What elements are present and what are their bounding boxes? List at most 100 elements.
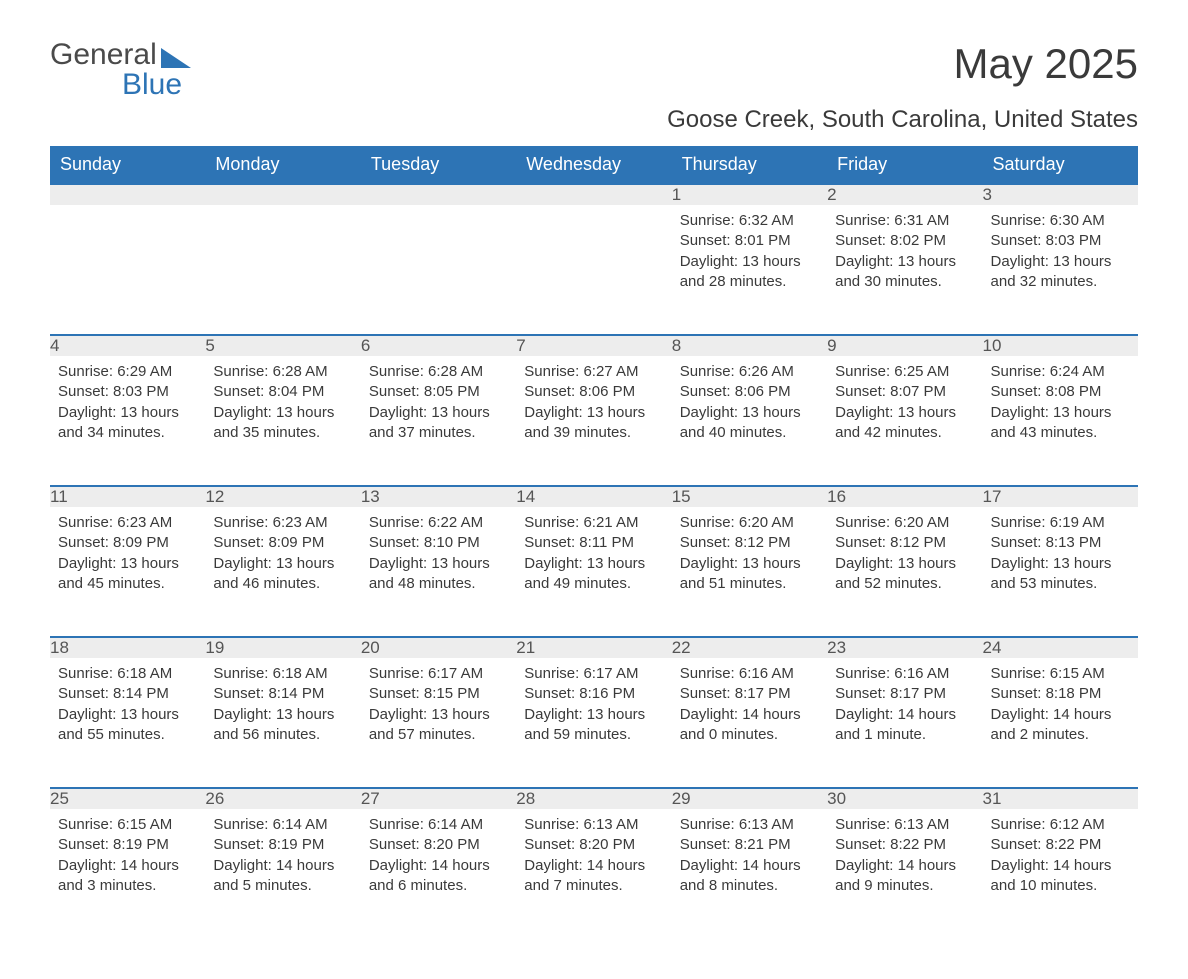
day-number: 6	[361, 335, 516, 356]
day-daylight: Daylight: 13 hours and 32 minutes.	[991, 252, 1130, 293]
day-cell	[516, 205, 671, 335]
day-body: Sunrise: 6:12 AMSunset: 8:22 PMDaylight:…	[983, 809, 1138, 910]
day-cell: Sunrise: 6:28 AMSunset: 8:05 PMDaylight:…	[361, 356, 516, 486]
day-sunset: Sunset: 8:03 PM	[58, 382, 197, 402]
day-sunset: Sunset: 8:17 PM	[680, 684, 819, 704]
day-cell	[205, 205, 360, 335]
day-body: Sunrise: 6:32 AMSunset: 8:01 PMDaylight:…	[672, 205, 827, 306]
day-sunrise: Sunrise: 6:17 AM	[369, 664, 508, 684]
day-body: Sunrise: 6:31 AMSunset: 8:02 PMDaylight:…	[827, 205, 982, 306]
day-sunrise: Sunrise: 6:19 AM	[991, 513, 1130, 533]
day-daylight: Daylight: 13 hours and 35 minutes.	[213, 403, 352, 444]
day-number: 29	[672, 788, 827, 809]
day-sunrise: Sunrise: 6:28 AM	[369, 362, 508, 382]
day-daylight: Daylight: 13 hours and 53 minutes.	[991, 554, 1130, 595]
day-daylight: Daylight: 13 hours and 34 minutes.	[58, 403, 197, 444]
day-cell: Sunrise: 6:19 AMSunset: 8:13 PMDaylight:…	[983, 507, 1138, 637]
day-number: 9	[827, 335, 982, 356]
day-sunset: Sunset: 8:17 PM	[835, 684, 974, 704]
week-number-row: 18192021222324	[50, 637, 1138, 658]
day-cell: Sunrise: 6:18 AMSunset: 8:14 PMDaylight:…	[205, 658, 360, 788]
day-daylight: Daylight: 13 hours and 37 minutes.	[369, 403, 508, 444]
day-number: 18	[50, 637, 205, 658]
day-sunrise: Sunrise: 6:16 AM	[835, 664, 974, 684]
day-sunrise: Sunrise: 6:14 AM	[369, 815, 508, 835]
day-cell: Sunrise: 6:31 AMSunset: 8:02 PMDaylight:…	[827, 205, 982, 335]
day-body: Sunrise: 6:15 AMSunset: 8:18 PMDaylight:…	[983, 658, 1138, 759]
day-sunset: Sunset: 8:12 PM	[680, 533, 819, 553]
day-body: Sunrise: 6:18 AMSunset: 8:14 PMDaylight:…	[50, 658, 205, 759]
day-body: Sunrise: 6:24 AMSunset: 8:08 PMDaylight:…	[983, 356, 1138, 457]
day-body: Sunrise: 6:15 AMSunset: 8:19 PMDaylight:…	[50, 809, 205, 910]
day-daylight: Daylight: 14 hours and 2 minutes.	[991, 705, 1130, 746]
day-sunrise: Sunrise: 6:15 AM	[58, 815, 197, 835]
day-sunset: Sunset: 8:01 PM	[680, 231, 819, 251]
day-cell: Sunrise: 6:13 AMSunset: 8:21 PMDaylight:…	[672, 809, 827, 939]
day-sunrise: Sunrise: 6:15 AM	[991, 664, 1130, 684]
day-body: Sunrise: 6:13 AMSunset: 8:20 PMDaylight:…	[516, 809, 671, 910]
day-number: 2	[827, 184, 982, 205]
day-sunrise: Sunrise: 6:14 AM	[213, 815, 352, 835]
day-daylight: Daylight: 14 hours and 7 minutes.	[524, 856, 663, 897]
day-cell: Sunrise: 6:15 AMSunset: 8:18 PMDaylight:…	[983, 658, 1138, 788]
day-cell: Sunrise: 6:18 AMSunset: 8:14 PMDaylight:…	[50, 658, 205, 788]
day-daylight: Daylight: 14 hours and 10 minutes.	[991, 856, 1130, 897]
day-sunset: Sunset: 8:20 PM	[524, 835, 663, 855]
day-daylight: Daylight: 14 hours and 5 minutes.	[213, 856, 352, 897]
day-number: 27	[361, 788, 516, 809]
day-cell: Sunrise: 6:27 AMSunset: 8:06 PMDaylight:…	[516, 356, 671, 486]
header-bar: General Blue May 2025 Goose Creek, South…	[50, 40, 1138, 134]
day-sunset: Sunset: 8:04 PM	[213, 382, 352, 402]
day-sunrise: Sunrise: 6:23 AM	[58, 513, 197, 533]
day-body: Sunrise: 6:28 AMSunset: 8:05 PMDaylight:…	[361, 356, 516, 457]
day-daylight: Daylight: 14 hours and 8 minutes.	[680, 856, 819, 897]
day-sunset: Sunset: 8:14 PM	[58, 684, 197, 704]
day-sunset: Sunset: 8:05 PM	[369, 382, 508, 402]
day-body: Sunrise: 6:23 AMSunset: 8:09 PMDaylight:…	[205, 507, 360, 608]
title-block: May 2025 Goose Creek, South Carolina, Un…	[667, 40, 1138, 134]
day-sunset: Sunset: 8:07 PM	[835, 382, 974, 402]
day-sunrise: Sunrise: 6:26 AM	[680, 362, 819, 382]
day-sunrise: Sunrise: 6:32 AM	[680, 211, 819, 231]
day-cell: Sunrise: 6:23 AMSunset: 8:09 PMDaylight:…	[205, 507, 360, 637]
day-cell: Sunrise: 6:30 AMSunset: 8:03 PMDaylight:…	[983, 205, 1138, 335]
day-number: 25	[50, 788, 205, 809]
day-sunrise: Sunrise: 6:21 AM	[524, 513, 663, 533]
day-cell: Sunrise: 6:26 AMSunset: 8:06 PMDaylight:…	[672, 356, 827, 486]
weekday-header: Saturday	[983, 146, 1138, 184]
day-sunset: Sunset: 8:12 PM	[835, 533, 974, 553]
day-cell: Sunrise: 6:13 AMSunset: 8:20 PMDaylight:…	[516, 809, 671, 939]
weekday-header: Thursday	[672, 146, 827, 184]
day-sunrise: Sunrise: 6:30 AM	[991, 211, 1130, 231]
day-daylight: Daylight: 13 hours and 51 minutes.	[680, 554, 819, 595]
day-sunrise: Sunrise: 6:13 AM	[680, 815, 819, 835]
day-sunrise: Sunrise: 6:22 AM	[369, 513, 508, 533]
day-cell	[50, 205, 205, 335]
day-number: 8	[672, 335, 827, 356]
empty-day-number	[361, 184, 516, 205]
brand-logo: General Blue	[50, 40, 191, 100]
day-sunrise: Sunrise: 6:17 AM	[524, 664, 663, 684]
day-sunrise: Sunrise: 6:23 AM	[213, 513, 352, 533]
day-body: Sunrise: 6:13 AMSunset: 8:22 PMDaylight:…	[827, 809, 982, 910]
day-daylight: Daylight: 14 hours and 1 minute.	[835, 705, 974, 746]
day-number: 5	[205, 335, 360, 356]
day-sunrise: Sunrise: 6:18 AM	[58, 664, 197, 684]
day-cell: Sunrise: 6:28 AMSunset: 8:04 PMDaylight:…	[205, 356, 360, 486]
day-sunrise: Sunrise: 6:29 AM	[58, 362, 197, 382]
day-number: 31	[983, 788, 1138, 809]
day-sunset: Sunset: 8:03 PM	[991, 231, 1130, 251]
day-sunset: Sunset: 8:02 PM	[835, 231, 974, 251]
day-cell: Sunrise: 6:17 AMSunset: 8:16 PMDaylight:…	[516, 658, 671, 788]
day-daylight: Daylight: 13 hours and 45 minutes.	[58, 554, 197, 595]
day-sunrise: Sunrise: 6:31 AM	[835, 211, 974, 231]
empty-day-number	[516, 184, 671, 205]
day-cell: Sunrise: 6:16 AMSunset: 8:17 PMDaylight:…	[827, 658, 982, 788]
day-number: 3	[983, 184, 1138, 205]
day-sunset: Sunset: 8:09 PM	[58, 533, 197, 553]
day-cell: Sunrise: 6:24 AMSunset: 8:08 PMDaylight:…	[983, 356, 1138, 486]
day-body: Sunrise: 6:22 AMSunset: 8:10 PMDaylight:…	[361, 507, 516, 608]
day-body: Sunrise: 6:13 AMSunset: 8:21 PMDaylight:…	[672, 809, 827, 910]
week-number-row: 123	[50, 184, 1138, 205]
day-body: Sunrise: 6:25 AMSunset: 8:07 PMDaylight:…	[827, 356, 982, 457]
